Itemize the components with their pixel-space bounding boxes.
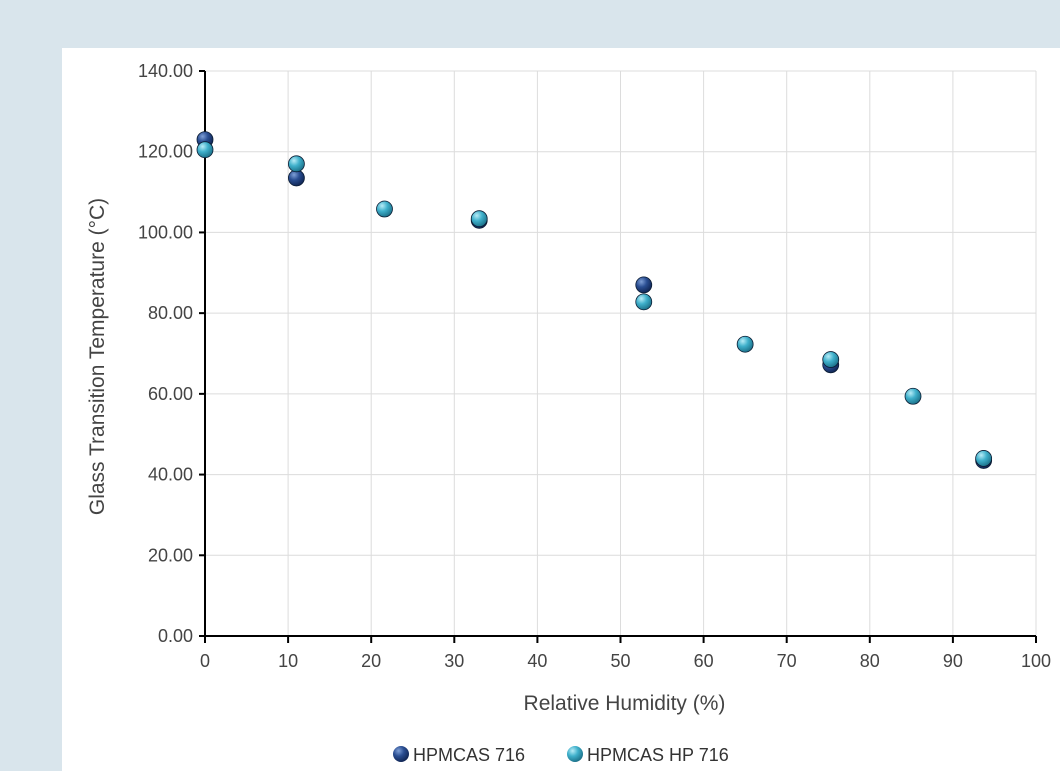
x-tick-label: 40 (527, 651, 547, 671)
x-tick-label: 20 (361, 651, 381, 671)
chart-panel (62, 48, 1060, 771)
x-tick-label: 10 (278, 651, 298, 671)
x-tick-label: 60 (694, 651, 714, 671)
gridlines (205, 70, 1037, 636)
y-tick-label: 40.00 (148, 465, 193, 485)
x-tick-label: 100 (1021, 651, 1051, 671)
y-tick-label: 60.00 (148, 384, 193, 404)
y-axis-title: Glass Transition Temperature (°C) (86, 198, 109, 515)
data-point-series-1 (376, 200, 393, 218)
data-point-series-1 (470, 210, 488, 228)
data-points (196, 131, 993, 469)
y-tick-label: 120.00 (138, 142, 193, 162)
data-point-series-1 (736, 335, 754, 353)
axes (199, 70, 1037, 643)
tick-labels: 0.00 20.00 40.00 60.00 80.00 100.00 120.00 140.… (138, 61, 1051, 671)
legend-marker-hpmcas-hp-716 (567, 746, 583, 762)
data-point-series-1 (635, 293, 653, 311)
x-tick-label: 80 (860, 651, 880, 671)
y-tick-label: 100.00 (138, 222, 193, 242)
data-point-series-0 (635, 276, 653, 294)
legend-label-hpmcas-716: HPMCAS 716 (413, 745, 525, 765)
y-tick-label: 0.00 (158, 626, 193, 646)
data-point-series-1 (288, 155, 305, 173)
x-tick-label: 90 (943, 651, 963, 671)
legend-marker-hpmcas-716 (393, 746, 409, 762)
y-tick-label: 80.00 (148, 303, 193, 323)
legend: HPMCAS 716 HPMCAS HP 716 (393, 745, 729, 765)
data-point-series-1 (196, 141, 214, 159)
x-tick-label: 30 (444, 651, 464, 671)
x-tick-label: 70 (777, 651, 797, 671)
y-tick-label: 20.00 (148, 545, 193, 565)
data-point-series-1 (822, 351, 840, 368)
y-tick-label: 140.00 (138, 61, 193, 81)
x-tick-label: 0 (200, 651, 210, 671)
data-point-series-1 (904, 387, 922, 405)
x-axis-title: Relative Humidity (%) (524, 692, 726, 715)
data-point-series-1 (975, 450, 993, 467)
data-point-series-0 (288, 169, 305, 187)
x-tick-label: 50 (610, 651, 630, 671)
legend-label-hpmcas-hp-716: HPMCAS HP 716 (587, 745, 729, 765)
